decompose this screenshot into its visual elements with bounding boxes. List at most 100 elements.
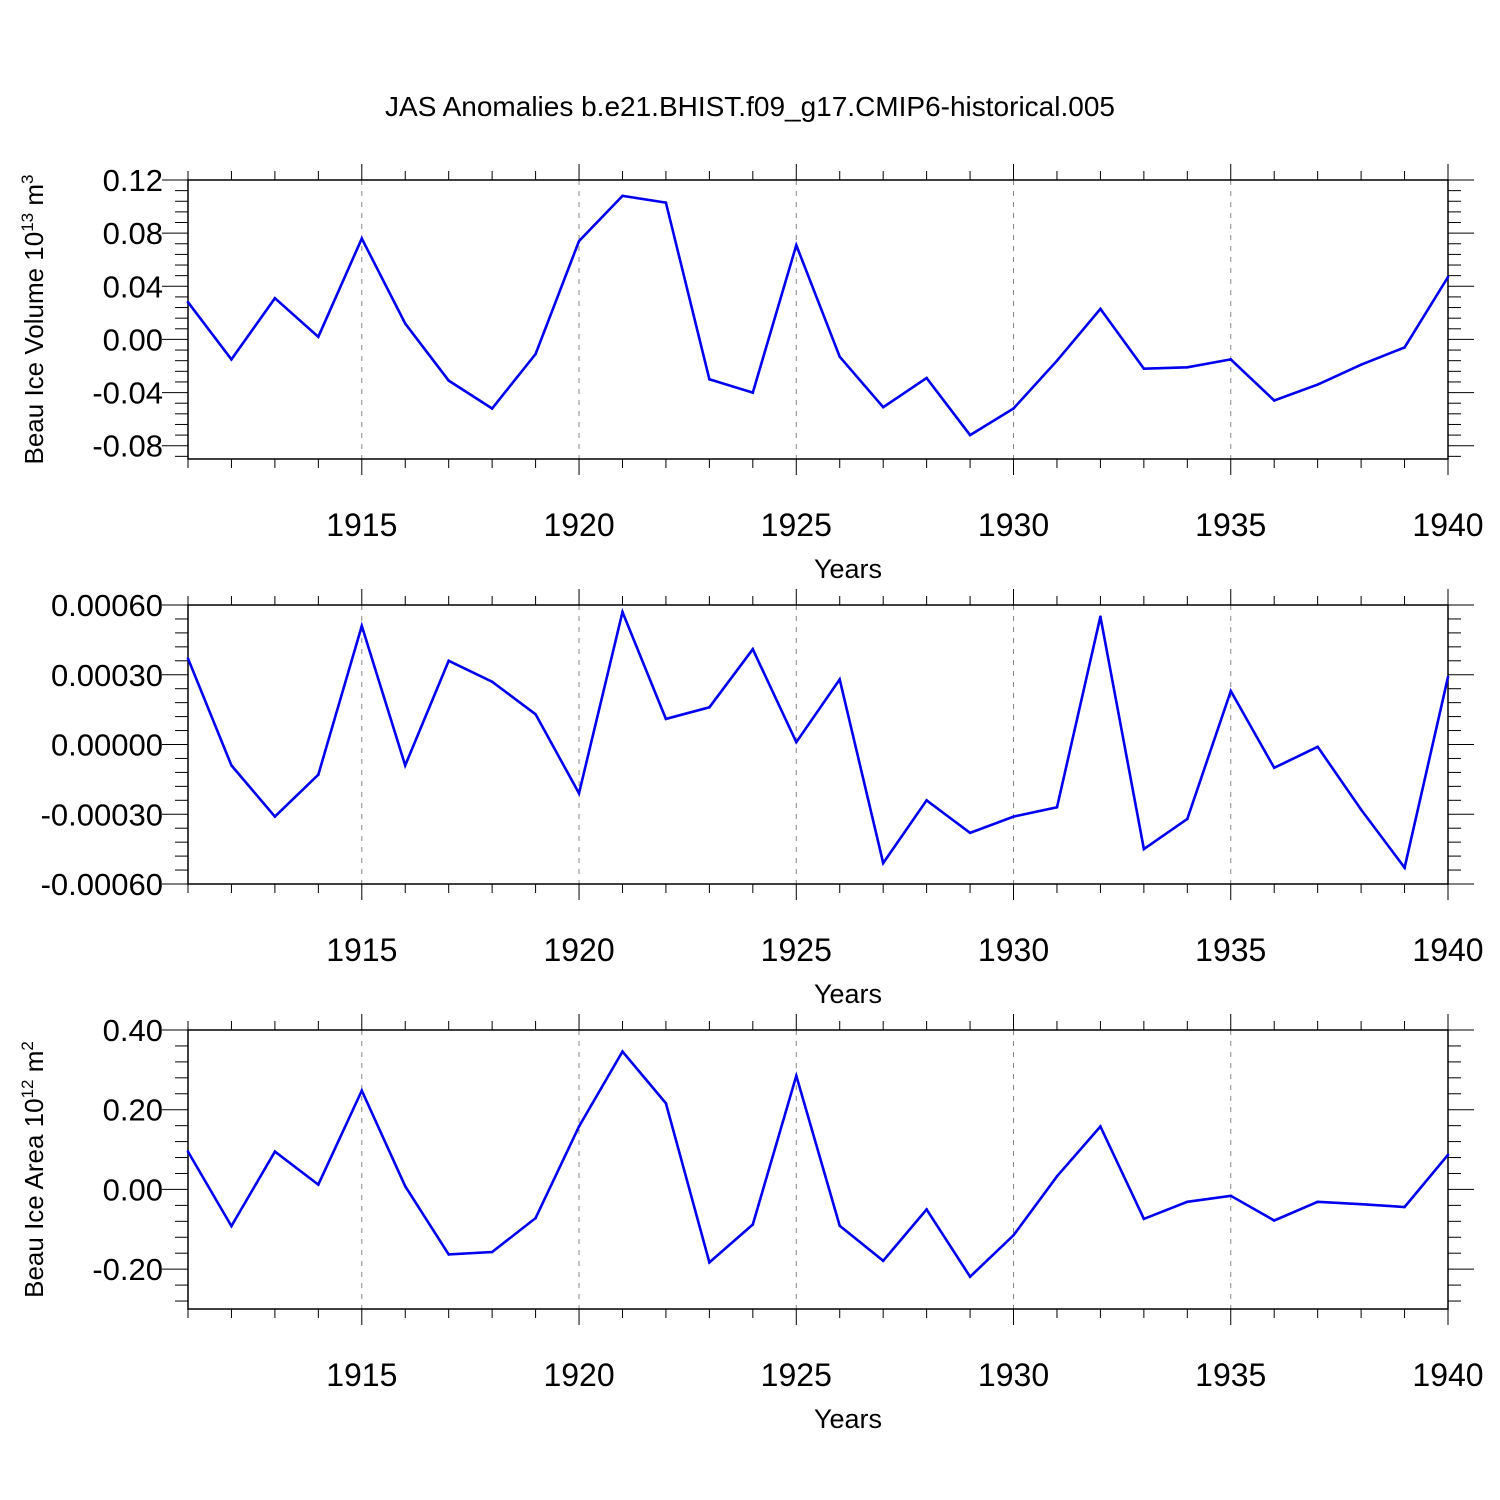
data-point	[447, 1253, 450, 1256]
chart-title: JAS Anomalies b.e21.BHIST.f09_g17.CMIP6-…	[385, 91, 1115, 122]
data-point	[1186, 817, 1189, 821]
data-point	[1272, 399, 1276, 402]
data-point	[1055, 805, 1059, 809]
data-point	[794, 243, 798, 247]
series-line	[186, 607, 1450, 871]
data-point	[621, 1050, 624, 1053]
data-point	[751, 391, 755, 394]
data-point	[925, 376, 928, 380]
x-tick-label: 1940	[1412, 1357, 1483, 1393]
y-tick-label: 0.00	[103, 1172, 163, 1207]
data-point	[1012, 1233, 1015, 1237]
data-point	[186, 300, 190, 304]
data-point	[838, 355, 842, 359]
data-point	[317, 773, 320, 777]
data-point	[1403, 866, 1406, 870]
data-point	[273, 1150, 277, 1153]
data-point	[1142, 367, 1146, 370]
panel-3: 1915 1920 1925 1930 1935 1940 -0.20 0.00 0.20 0.4…	[18, 1013, 1484, 1434]
data-point	[968, 433, 972, 437]
data-point	[838, 678, 842, 681]
data-point	[1099, 615, 1102, 618]
y-tick-label: 0.00060	[51, 588, 163, 623]
y-tick-label: -0.04	[92, 376, 163, 411]
y-axis-title: Beau Ice Area 1012 m2	[18, 1041, 49, 1298]
data-point	[534, 1216, 537, 1220]
data-point	[881, 405, 885, 409]
data-point	[1272, 766, 1276, 770]
data-point	[403, 322, 407, 325]
y-tick-label: 0.04	[103, 269, 163, 304]
data-point	[1099, 307, 1102, 311]
data-point	[881, 861, 885, 865]
data-point	[1142, 1217, 1146, 1221]
data-point	[664, 717, 668, 721]
data-point	[1229, 1194, 1233, 1198]
x-tick-label: 1935	[1195, 932, 1266, 968]
data-point	[751, 1223, 755, 1226]
data-point	[1359, 1202, 1363, 1206]
data-point	[1359, 808, 1363, 811]
plot-frame	[187, 604, 1449, 885]
data-point	[1403, 1205, 1406, 1209]
data-point	[621, 194, 624, 198]
data-point	[577, 239, 581, 243]
y-tick-label: -0.00060	[41, 867, 163, 902]
y-tick-label: 0.08	[103, 216, 163, 251]
data-point	[1272, 1219, 1276, 1222]
x-tick-label: 1925	[761, 1357, 832, 1393]
data-point	[838, 1224, 842, 1227]
data-point	[1403, 346, 1406, 349]
data-point	[447, 379, 450, 382]
data-point	[1186, 1200, 1189, 1204]
series-line	[186, 194, 1450, 437]
data-point	[490, 407, 494, 410]
data-point	[925, 1208, 928, 1211]
data-point	[230, 358, 233, 361]
data-point	[403, 1184, 407, 1188]
data-point	[1446, 275, 1450, 279]
data-point	[1316, 745, 1319, 749]
data-point	[403, 764, 407, 767]
data-point	[881, 1259, 885, 1263]
data-point	[577, 792, 581, 795]
data-point	[1446, 1153, 1450, 1157]
data-point	[1055, 1174, 1059, 1178]
data-point	[1316, 383, 1319, 386]
data-point	[664, 1102, 668, 1105]
data-point	[186, 1150, 190, 1153]
x-tick-label: 1930	[978, 507, 1049, 543]
panel-1: 1915 1920 1925 1930 1935 1940 -0.08 -0.04 0.00 0.…	[18, 163, 1484, 584]
data-point	[1359, 363, 1363, 366]
y-tick-label: 0.40	[103, 1013, 163, 1048]
data-point	[1012, 815, 1015, 818]
x-axis-title: Years	[814, 1404, 882, 1434]
data-point	[708, 1261, 711, 1264]
y-tick-label: 0.00	[103, 322, 163, 357]
data-point	[1142, 847, 1146, 851]
y-axis-title: Beau Ice Volume 1013 m3	[18, 175, 49, 465]
data-point	[186, 657, 190, 660]
data-point	[273, 296, 277, 300]
data-point	[621, 610, 624, 614]
panel-2: 1915 1920 1925 1930 1935 1940 -0.00060 -0.00030…	[41, 588, 1484, 1009]
x-tick-label: 1915	[326, 932, 397, 968]
data-point	[317, 335, 320, 339]
data-point	[1229, 689, 1233, 693]
data-point	[1012, 407, 1015, 410]
data-point	[925, 799, 928, 802]
x-tick-label: 1920	[543, 507, 614, 543]
x-tick-label: 1940	[1412, 507, 1483, 543]
data-point	[794, 740, 798, 744]
data-point	[794, 1074, 798, 1078]
data-point	[360, 624, 364, 628]
data-point	[968, 831, 972, 835]
data-point	[577, 1125, 581, 1128]
data-point	[273, 815, 277, 818]
data-point	[968, 1275, 972, 1279]
data-point	[751, 647, 755, 651]
x-tick-label: 1915	[326, 1357, 397, 1393]
y-tick-label: -0.08	[92, 429, 163, 464]
x-tick-label: 1915	[326, 507, 397, 543]
data-point	[1316, 1200, 1319, 1204]
